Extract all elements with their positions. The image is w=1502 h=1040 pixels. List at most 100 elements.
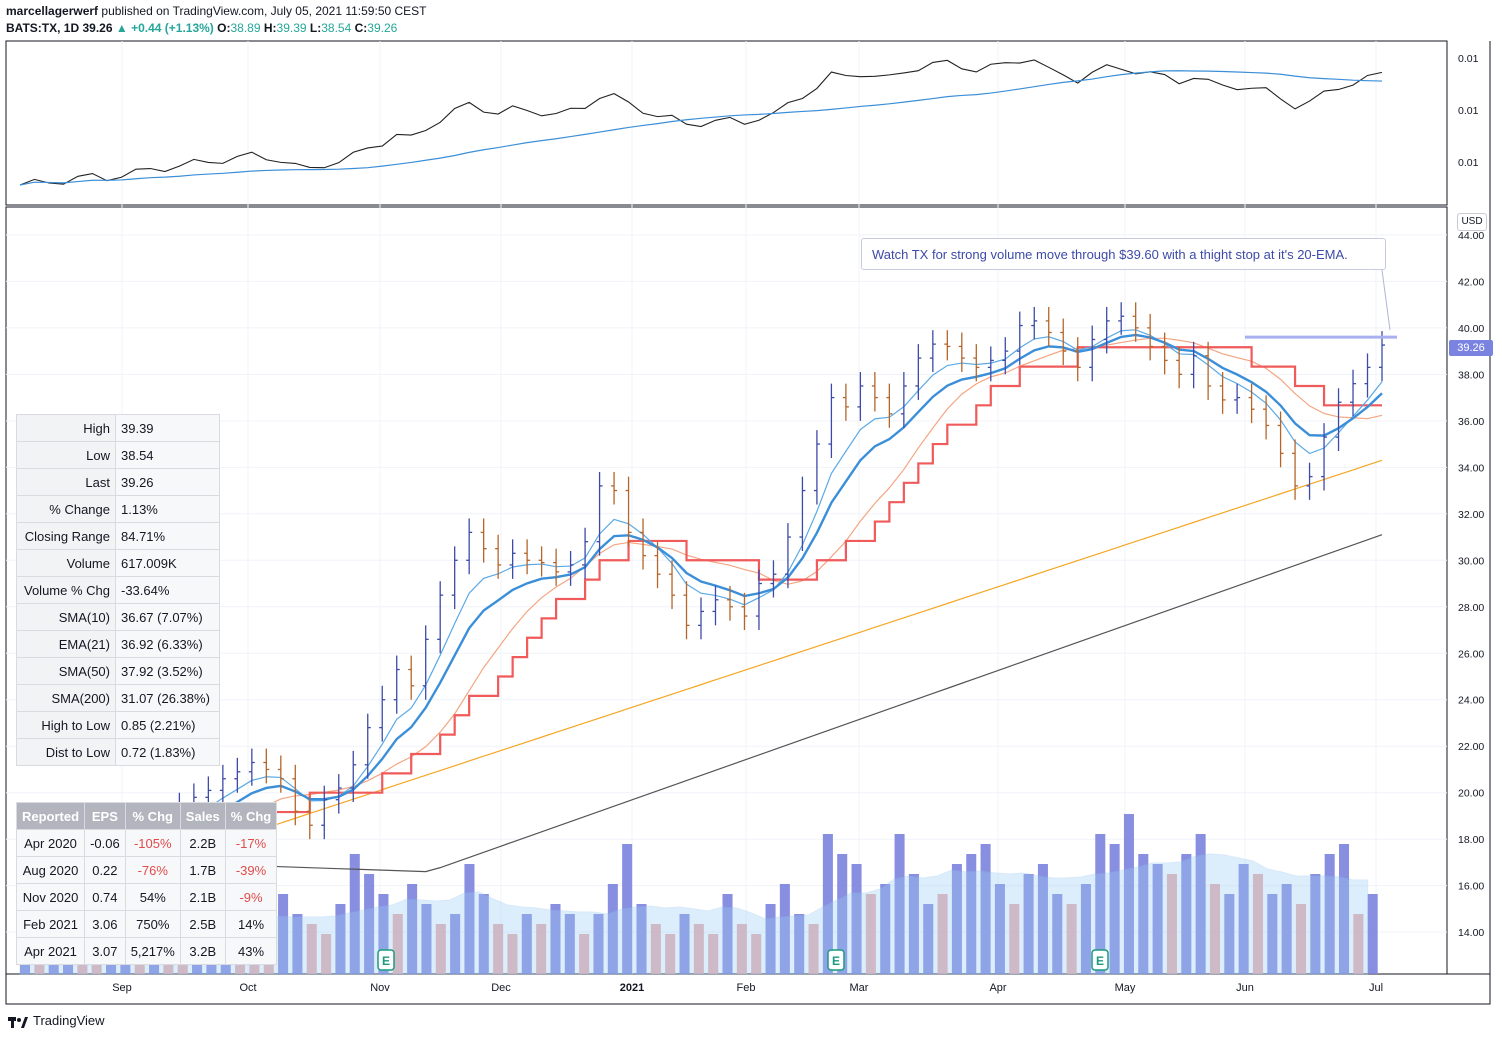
stats-row: % Change 1.13% (16, 495, 220, 523)
stats-key: SMA(10) (16, 603, 116, 631)
volume-bar (407, 884, 418, 974)
currency-badge[interactable]: USD (1457, 213, 1487, 231)
volume-bar (507, 934, 518, 974)
earnings-marker-label: E (832, 954, 840, 968)
volume-bar (994, 884, 1005, 974)
volume-bar (679, 914, 690, 974)
earnings-marker-box (377, 949, 395, 971)
volume-bar (1195, 834, 1206, 974)
volume-bar (364, 874, 375, 974)
time-tick-label: Sep (112, 982, 132, 994)
volume-bar (1009, 904, 1020, 974)
volume-bar (1152, 864, 1163, 974)
stats-row: Dist to Low 0.72 (1.83%) (16, 738, 220, 766)
volume-bar (1295, 904, 1307, 974)
volume-bar (1095, 834, 1106, 974)
earnings-cell: -76% (124, 856, 181, 884)
earnings-cell: 750% (124, 910, 181, 938)
price-tick-label: 26.00 (1458, 648, 1484, 660)
volume-bar (349, 854, 360, 974)
stats-key: SMA(50) (16, 657, 116, 685)
volume-bar (1066, 904, 1077, 974)
stats-row: Volume 617.009K (16, 549, 220, 577)
volume-bar (1109, 844, 1120, 974)
stats-row: Last 39.26 (16, 468, 220, 496)
earnings-cell: 14% (224, 910, 278, 938)
annotation-note[interactable]: Watch TX for strong volume move through … (861, 238, 1386, 270)
indicator-tick-label: 0.01 (1458, 157, 1479, 169)
stats-value: 0.85 (2.21%) (115, 711, 220, 739)
annotation-pointer (1381, 269, 1391, 331)
volume-bar (851, 864, 862, 974)
volume-bar (321, 934, 332, 974)
stats-key: Last (16, 468, 116, 496)
stats-row: High 39.39 (16, 414, 220, 442)
volume-bar (493, 924, 504, 974)
stats-row: SMA(200) 31.07 (26.38%) (16, 684, 220, 712)
volume-bar (951, 864, 962, 974)
earnings-marker[interactable]: E (377, 949, 395, 971)
earnings-header: % Chg (124, 802, 181, 830)
price-tick-label: 24.00 (1458, 695, 1484, 707)
volume-bar (306, 924, 317, 974)
volume-bar (908, 874, 919, 974)
volume-bar (1338, 844, 1350, 974)
earnings-cell: -0.06 (84, 829, 126, 857)
footer-brand[interactable]: TradingView (8, 1013, 105, 1029)
volume-bar (779, 884, 790, 974)
earnings-cell: 54% (124, 883, 181, 911)
stats-row: SMA(10) 36.67 (7.07%) (16, 603, 220, 631)
symbol-name[interactable]: BATS:TX, 1D (6, 21, 80, 35)
volume-bar (693, 924, 704, 974)
author-name[interactable]: marcellagerwerf (6, 4, 99, 18)
last-price: 39.26 (82, 21, 113, 35)
tradingview-logo-icon (8, 1016, 28, 1028)
stats-key: SMA(200) (16, 684, 116, 712)
stats-value: 1.13% (115, 495, 220, 523)
earnings-cell: 0.74 (84, 883, 126, 911)
change-arrow-icon: ▲ (115, 21, 128, 35)
earnings-cell: 43% (224, 937, 278, 965)
symbol-line: BATS:TX, 1D 39.26 ▲ +0.44 (+1.13%) O:38.… (6, 21, 397, 35)
stats-key: Low (16, 441, 116, 469)
stats-value: 36.67 (7.07%) (115, 603, 220, 631)
earnings-cell: 5,217% (124, 937, 181, 965)
time-tick-label: 2021 (620, 982, 644, 994)
earnings-marker[interactable]: E (827, 949, 845, 971)
volume-bar (1166, 874, 1177, 974)
stats-key: EMA(21) (16, 630, 116, 658)
earnings-row: Feb 2021 3.06 750% 2.5B 14% (15, 910, 278, 938)
volume-bar (665, 934, 676, 974)
earnings-marker[interactable]: E (1091, 949, 1109, 971)
open-value: 38.89 (230, 21, 261, 35)
time-tick-label: Oct (239, 982, 256, 994)
stats-value: 617.009K (115, 549, 220, 577)
volume-bar (837, 854, 848, 974)
stats-key: High (16, 414, 116, 442)
price-tick-label: 32.00 (1458, 509, 1484, 521)
volume-bar (894, 834, 905, 974)
volume-bar (966, 854, 977, 974)
volume-bar (822, 834, 833, 974)
stats-value: 36.92 (6.33%) (115, 630, 220, 658)
indicator-tick-label: 0.01 (1458, 105, 1479, 117)
stats-row: SMA(50) 37.92 (3.52%) (16, 657, 220, 685)
volume-bar (865, 894, 876, 974)
volume-bar (1224, 894, 1235, 974)
publish-info: published on TradingView.com, July 05, 2… (101, 4, 427, 18)
close-value: 39.26 (367, 21, 398, 35)
volume-bar (765, 904, 776, 974)
price-tick-label: 30.00 (1458, 555, 1484, 567)
volume-bar (708, 934, 719, 974)
time-tick-label: Jun (1236, 982, 1254, 994)
time-tick-label: Apr (989, 982, 1006, 994)
volume-bar (1310, 874, 1321, 974)
stats-value: 38.54 (115, 441, 220, 469)
time-tick-label: Jul (1369, 982, 1383, 994)
volume-bar (722, 894, 733, 974)
high-value: 39.39 (276, 21, 307, 35)
stats-value: 0.72 (1.83%) (115, 738, 220, 766)
earnings-cell: 2.1B (179, 883, 226, 911)
volume-bar (550, 904, 561, 974)
earnings-cell: 3.07 (84, 937, 126, 965)
